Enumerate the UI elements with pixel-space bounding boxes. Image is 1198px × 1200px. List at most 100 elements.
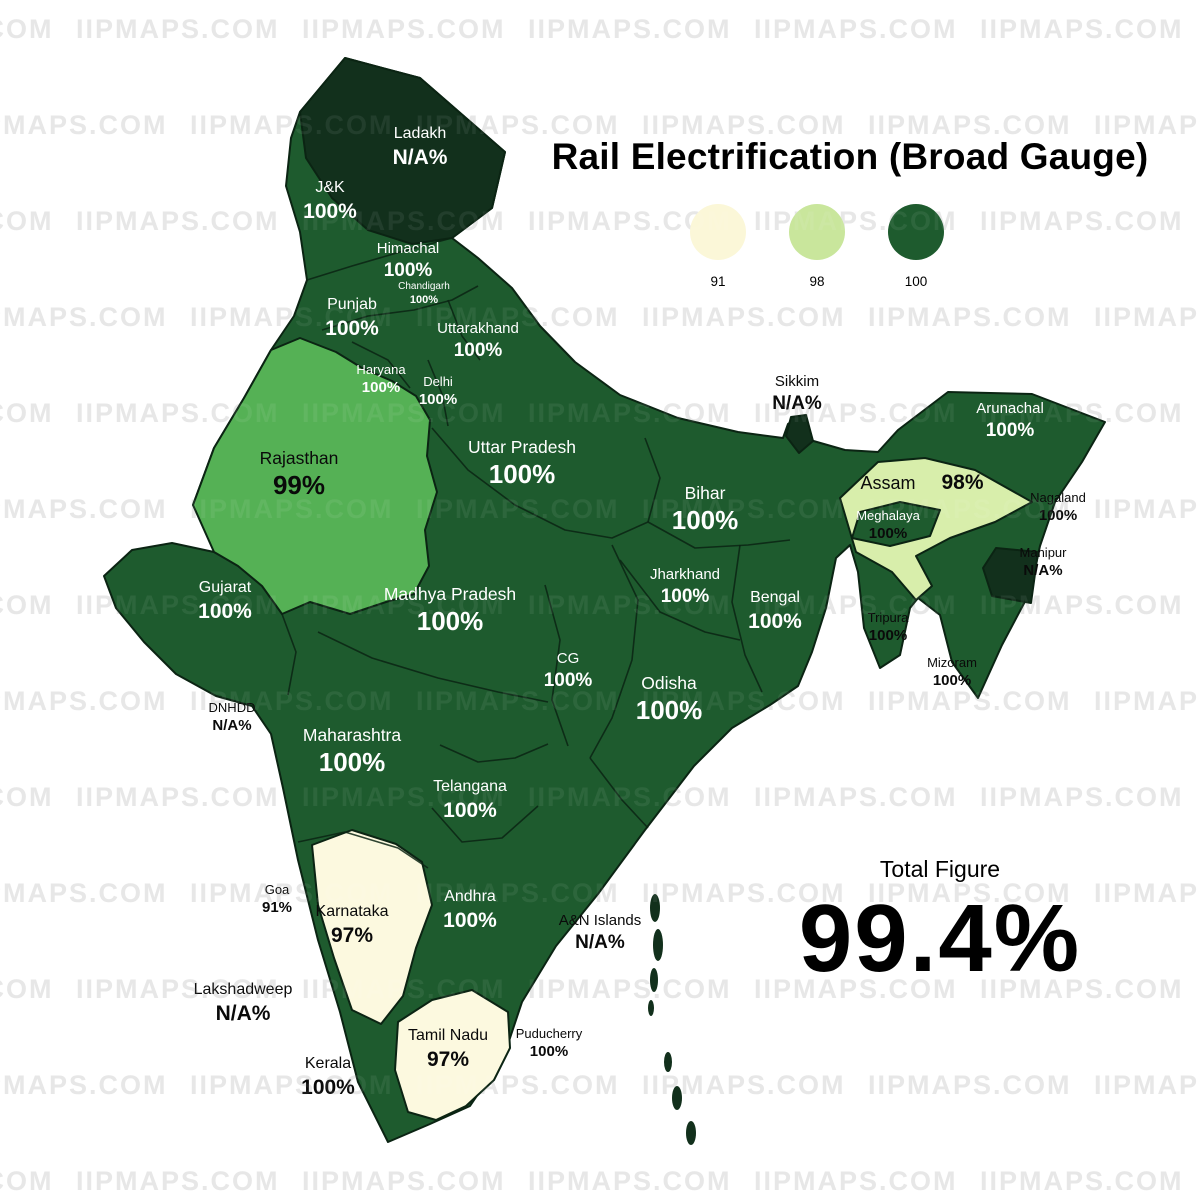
state-name: Kerala	[304, 1055, 352, 1072]
state-value: 98%	[941, 471, 984, 494]
state-label-dnhdd: DNHDD N/A%	[209, 700, 256, 735]
legend-swatch-98	[789, 204, 845, 260]
state-name: Andhra	[444, 888, 496, 905]
state-name: Delhi	[423, 374, 453, 389]
state-name: Maharashtra	[302, 725, 402, 745]
state-name: Bihar	[684, 483, 726, 503]
state-label-assam: Assam 98%	[860, 470, 983, 496]
legend-swatch-100	[888, 204, 944, 260]
state-name: Chandigarh	[398, 281, 450, 292]
state-name: Assam	[860, 473, 916, 493]
state-label-kerala: Kerala 100%	[301, 1054, 355, 1100]
state-name: Nagaland	[1030, 490, 1086, 505]
shape-meghalaya	[851, 501, 941, 547]
state-name: Goa	[264, 882, 290, 897]
state-value: N/A%	[1023, 561, 1063, 579]
state-label-madhya-pradesh: Madhya Pradesh 100%	[384, 584, 516, 638]
state-value: 100%	[868, 626, 908, 644]
state-value: 97%	[426, 1047, 470, 1071]
state-label-uttar-pradesh: Uttar Pradesh 100%	[468, 437, 576, 491]
state-label-arunachal: Arunachal 100%	[976, 400, 1044, 442]
state-value: 100%	[671, 505, 739, 536]
total-figure-value: 99.4%	[798, 885, 1082, 992]
state-label-punjab: Punjab 100%	[325, 295, 379, 341]
state-name: Madhya Pradesh	[383, 584, 517, 604]
state-value: 100%	[361, 378, 401, 396]
state-label-cg: CG 100%	[544, 650, 593, 692]
state-name: J&K	[315, 179, 345, 196]
state-label-sikkim: Sikkim N/A%	[772, 373, 822, 415]
state-label-bihar: Bihar 100%	[672, 483, 739, 537]
state-name: Uttarakhand	[437, 320, 519, 337]
shape-manipur	[982, 547, 1039, 604]
state-name: Uttar Pradesh	[468, 437, 576, 457]
state-label-a-n-islands: A&N Islands N/A%	[559, 912, 642, 954]
legend-item-100: 100	[888, 204, 944, 289]
state-name: Arunachal	[976, 400, 1044, 417]
state-value: 100%	[1038, 506, 1078, 524]
shape-sikkim	[785, 414, 814, 454]
state-value: 100%	[416, 606, 484, 637]
state-name: Gujarat	[198, 579, 252, 596]
state-value: 100%	[453, 340, 503, 362]
state-value: 100%	[488, 459, 556, 490]
state-label-goa: Goa 91%	[262, 882, 292, 917]
state-label-j-k: J&K 100%	[303, 178, 357, 224]
legend-item-98: 98	[789, 204, 845, 289]
state-value: 100%	[543, 670, 593, 692]
state-label-mizoram: Mizoram 100%	[927, 655, 977, 690]
state-value: 97%	[330, 923, 374, 947]
state-label-chandigarh: Chandigarh 100%	[398, 281, 450, 308]
state-label-lakshadweep: Lakshadweep N/A%	[194, 980, 293, 1026]
state-label-odisha: Odisha 100%	[636, 673, 703, 727]
state-name: Himachal	[376, 240, 440, 257]
state-value: 100%	[301, 1075, 355, 1099]
state-name: Odisha	[641, 673, 697, 693]
state-value: 100%	[443, 798, 497, 822]
shape-tamil-nadu	[394, 989, 511, 1121]
state-value: 100%	[748, 609, 802, 633]
state-value: 100%	[318, 747, 386, 778]
state-name: Manipur	[1019, 545, 1067, 560]
state-name: Puducherry	[515, 1026, 583, 1041]
total-figure: Total Figure 99.4%	[745, 856, 1135, 987]
map-shapes	[103, 57, 1106, 1145]
state-label-uttarakhand: Uttarakhand 100%	[437, 320, 519, 362]
state-label-haryana: Haryana 100%	[356, 362, 405, 397]
chart-title: Rail Electrification (Broad Gauge)	[551, 136, 1149, 177]
state-value: 100%	[932, 671, 972, 689]
state-value: N/A%	[215, 1001, 271, 1025]
state-borders	[281, 237, 791, 869]
state-value: 100%	[198, 599, 252, 623]
state-label-karnataka: Karnataka 97%	[316, 902, 389, 948]
state-value: 100%	[529, 1042, 569, 1060]
legend-item-91: 91	[690, 204, 746, 289]
state-label-bengal: Bengal 100%	[748, 588, 802, 634]
state-label-tamil-nadu: Tamil Nadu 97%	[408, 1026, 488, 1072]
state-label-ladakh: Ladakh N/A%	[393, 124, 448, 170]
state-value: 100%	[418, 390, 458, 408]
state-label-puducherry: Puducherry 100%	[516, 1026, 582, 1061]
state-value: 100%	[383, 260, 433, 282]
state-name: Bengal	[750, 589, 800, 606]
state-name: Tamil Nadu	[407, 1027, 489, 1044]
state-value: 99%	[272, 470, 326, 501]
state-value: 100%	[868, 524, 908, 542]
legend-swatch-91	[690, 204, 746, 260]
state-name: CG	[556, 650, 580, 667]
legend: 91 98 100	[690, 204, 944, 289]
state-name: Jharkhand	[649, 566, 721, 583]
state-name: Punjab	[327, 296, 377, 313]
state-label-jharkhand: Jharkhand 100%	[650, 566, 720, 608]
state-value: 100%	[985, 420, 1035, 442]
state-label-maharashtra: Maharashtra 100%	[303, 725, 401, 779]
state-label-rajasthan: Rajasthan 99%	[260, 448, 339, 502]
state-value: 100%	[635, 695, 703, 726]
state-name: Lakshadweep	[193, 981, 293, 998]
state-value: N/A%	[392, 145, 448, 169]
state-name: Mizoram	[927, 655, 977, 670]
state-label-himachal: Himachal 100%	[377, 240, 440, 282]
